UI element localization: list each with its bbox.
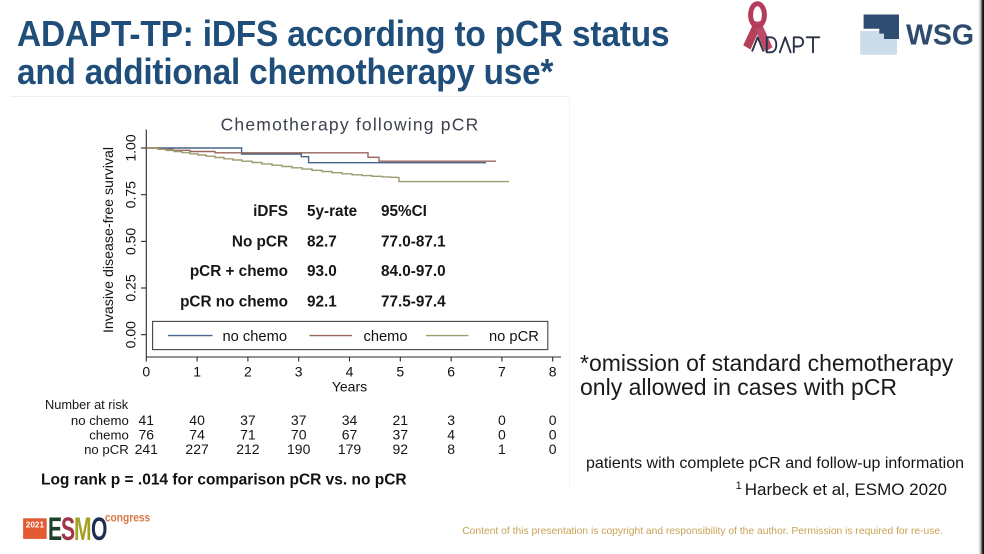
svg-text:0: 0 bbox=[142, 364, 150, 380]
svg-text:M: M bbox=[74, 510, 92, 547]
svg-text:67: 67 bbox=[342, 427, 358, 443]
svg-text:40: 40 bbox=[189, 412, 205, 428]
svg-text:8: 8 bbox=[549, 364, 557, 380]
svg-text:0.50: 0.50 bbox=[123, 228, 139, 255]
svg-text:O: O bbox=[91, 510, 107, 547]
svg-text:1: 1 bbox=[498, 441, 506, 457]
svg-text:E: E bbox=[48, 510, 62, 547]
svg-text:93.0: 93.0 bbox=[307, 263, 337, 280]
svg-text:70: 70 bbox=[291, 427, 307, 443]
svg-text:37: 37 bbox=[291, 412, 307, 428]
svg-text:no chemo: no chemo bbox=[223, 329, 288, 345]
svg-text:179: 179 bbox=[338, 441, 362, 457]
svg-text:congress: congress bbox=[105, 512, 150, 525]
svg-text:0: 0 bbox=[549, 427, 557, 443]
svg-text:Log rank p = .014 for comparis: Log rank p = .014 for comparison pCR vs.… bbox=[41, 471, 407, 488]
svg-text:5y-rate: 5y-rate bbox=[307, 203, 357, 220]
svg-text:227: 227 bbox=[185, 441, 209, 457]
svg-text:3: 3 bbox=[295, 364, 303, 380]
svg-text:no chemo: no chemo bbox=[71, 413, 129, 428]
svg-text:2: 2 bbox=[244, 364, 252, 380]
svg-text:95%CI: 95%CI bbox=[381, 203, 427, 220]
svg-text:71: 71 bbox=[240, 427, 256, 443]
svg-text:3: 3 bbox=[447, 412, 455, 428]
svg-text:6: 6 bbox=[447, 364, 455, 380]
svg-text:2021: 2021 bbox=[26, 521, 45, 530]
svg-text:No pCR: No pCR bbox=[232, 233, 288, 250]
svg-text:84.0-97.0: 84.0-97.0 bbox=[381, 263, 446, 280]
svg-text:Number at risk: Number at risk bbox=[45, 397, 129, 412]
svg-text:1.00: 1.00 bbox=[123, 134, 139, 161]
svg-text:no pCR: no pCR bbox=[489, 329, 539, 345]
svg-text:chemo: chemo bbox=[89, 428, 129, 443]
svg-text:0: 0 bbox=[549, 441, 557, 457]
svg-text:77.0-87.1: 77.0-87.1 bbox=[381, 233, 446, 250]
svg-text:37: 37 bbox=[393, 427, 409, 443]
svg-text:iDFS: iDFS bbox=[253, 203, 288, 220]
svg-text:Chemotherapy following pCR: Chemotherapy following pCR bbox=[221, 115, 480, 135]
svg-text:4: 4 bbox=[346, 364, 354, 380]
svg-text:7: 7 bbox=[498, 364, 506, 380]
svg-text:0.75: 0.75 bbox=[123, 181, 139, 208]
svg-text:4: 4 bbox=[447, 427, 455, 443]
svg-text:82.7: 82.7 bbox=[307, 233, 337, 250]
svg-text:WSG: WSG bbox=[906, 19, 974, 51]
svg-text:34: 34 bbox=[342, 412, 358, 428]
svg-text:pCR no chemo: pCR no chemo bbox=[180, 293, 288, 310]
svg-text:76: 76 bbox=[139, 427, 155, 443]
svg-text:190: 190 bbox=[287, 441, 311, 457]
svg-text:1: 1 bbox=[193, 364, 201, 380]
svg-text:Years: Years bbox=[332, 379, 367, 395]
svg-text:5: 5 bbox=[396, 364, 404, 380]
svg-text:21: 21 bbox=[393, 412, 409, 428]
svg-text:212: 212 bbox=[236, 441, 260, 457]
svg-text:241: 241 bbox=[135, 441, 159, 457]
svg-text:0: 0 bbox=[549, 412, 557, 428]
svg-text:0.25: 0.25 bbox=[123, 274, 139, 301]
svg-text:no pCR: no pCR bbox=[84, 442, 129, 457]
svg-text:chemo: chemo bbox=[364, 329, 408, 345]
svg-text:41: 41 bbox=[139, 412, 155, 428]
svg-text:77.5-97.4: 77.5-97.4 bbox=[381, 293, 446, 310]
svg-text:74: 74 bbox=[189, 427, 205, 443]
svg-text:8: 8 bbox=[447, 441, 455, 457]
svg-text:0: 0 bbox=[498, 412, 506, 428]
svg-text:0: 0 bbox=[498, 427, 506, 443]
svg-text:S: S bbox=[61, 510, 75, 547]
svg-text:Invasive disease-free survival: Invasive disease-free survival bbox=[101, 147, 117, 333]
svg-text:37: 37 bbox=[240, 412, 256, 428]
svg-text:92: 92 bbox=[393, 441, 409, 457]
svg-text:pCR + chemo: pCR + chemo bbox=[190, 263, 288, 280]
svg-text:0.00: 0.00 bbox=[123, 321, 139, 348]
svg-text:92.1: 92.1 bbox=[307, 293, 337, 310]
